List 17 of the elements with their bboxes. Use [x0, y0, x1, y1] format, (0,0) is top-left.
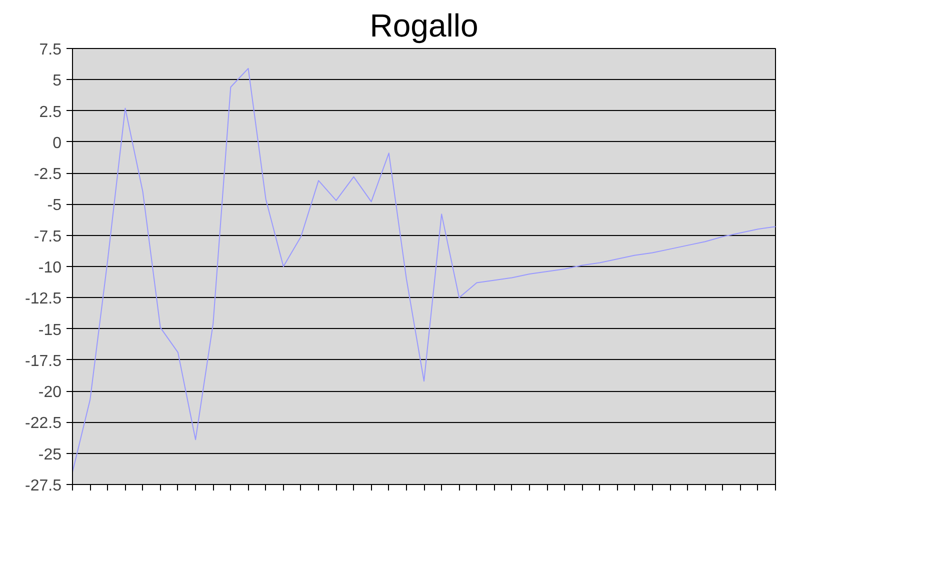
y-tick-label: -7.5	[34, 228, 62, 246]
y-tick-label: -27.5	[25, 478, 62, 494]
y-tick-label: 0	[52, 134, 62, 152]
y-tick-label: 2.5	[39, 104, 62, 121]
y-tick-label: -12.5	[25, 290, 62, 308]
y-tick-label: -15	[38, 322, 62, 339]
y-tick-label: -5	[47, 197, 62, 214]
y-tick-label: 5	[52, 72, 62, 90]
y-tick-label: 7.5	[39, 42, 62, 58]
chart-title: Rogallo	[370, 8, 478, 44]
y-tick-label: -20	[38, 384, 62, 402]
y-tick-label: -2.5	[34, 166, 62, 184]
y-tick-label: -25	[38, 446, 62, 464]
y-tick-label: -10	[38, 260, 62, 276]
y-tick-label: -17.5	[25, 352, 62, 370]
line-series	[72, 68, 776, 473]
y-tick-label: -22.5	[25, 415, 62, 432]
